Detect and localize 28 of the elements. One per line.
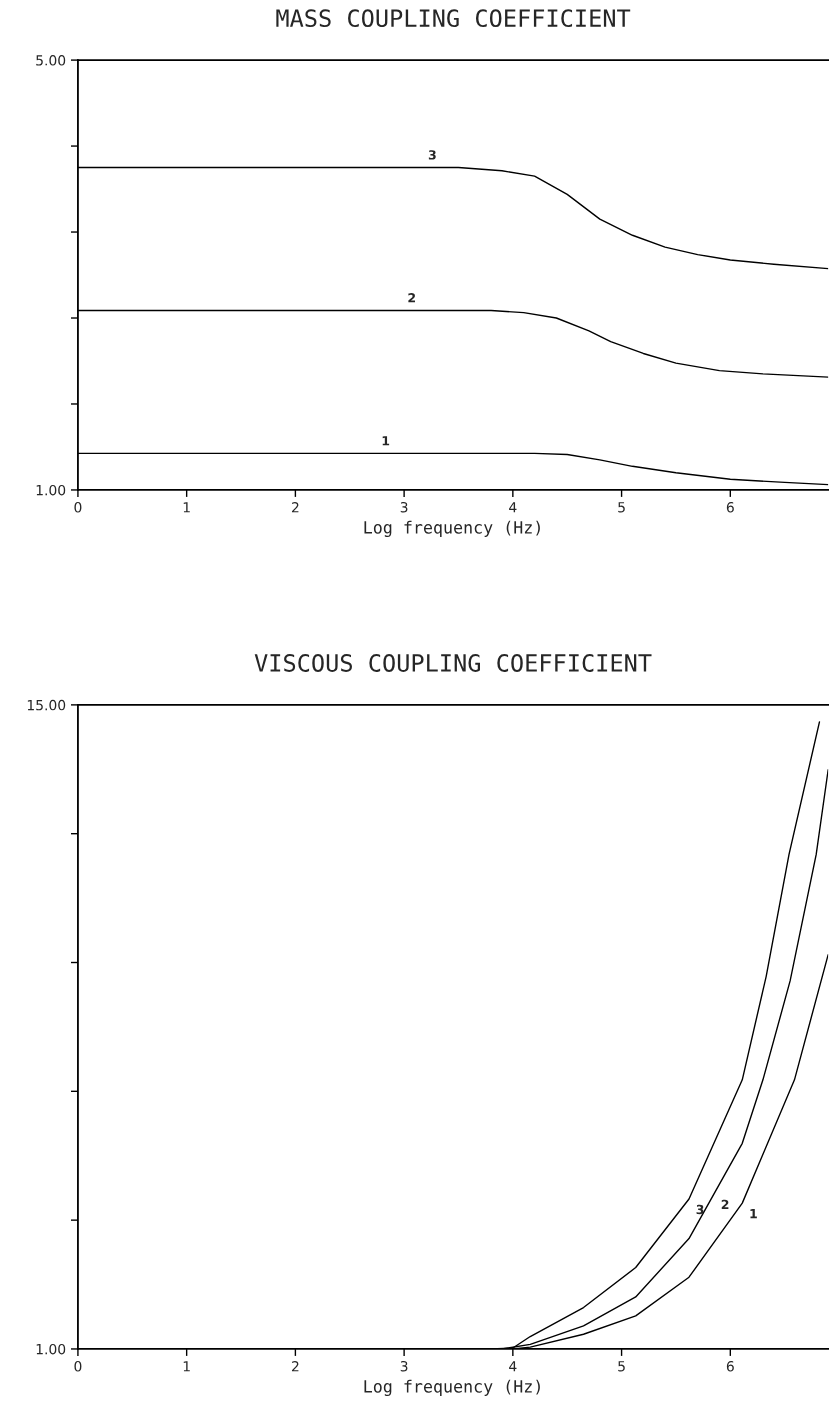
annotation: 3 [696,1204,704,1215]
x-axis-title: Log frequency (Hz) [364,520,540,537]
x-tick-label: 1 [183,1361,190,1372]
chart-title: VISCOUS COUPLING COEFFICIENT [254,654,652,672]
x-tick-label: 6 [726,1361,734,1372]
x-tick-label: 3 [400,502,408,513]
annotation: 2 [721,1199,729,1209]
annotation: 2 [408,293,415,303]
x-tick-label: 2 [291,502,299,513]
y-tick-label: 1.00 [36,484,66,496]
x-tick-label: 2 [291,1361,299,1372]
x-tick-label: 3 [400,1361,408,1372]
x-tick-label: 5 [618,1361,625,1372]
y-tick-label: 1.00 [36,1343,66,1355]
annotation: 1 [382,436,390,446]
x-tick-label: 4 [509,502,517,513]
x-tick-label: 0 [74,1361,82,1372]
y-tick-label: 15.00 [27,699,66,711]
chart-title: MASS COUPLING COEFFICIENT [276,9,631,28]
x-tick-label: 0 [74,502,82,513]
y-tick-label: 5.00 [36,55,66,66]
x-tick-label: 1 [183,502,190,513]
x-tick-label: 5 [618,502,625,513]
x-axis-title: Log frequency (Hz) [364,1379,540,1396]
x-tick-label: 4 [509,1361,517,1372]
annotation: 1 [750,1209,757,1219]
annotation: 3 [428,150,436,160]
x-tick-label: 6 [726,502,734,513]
